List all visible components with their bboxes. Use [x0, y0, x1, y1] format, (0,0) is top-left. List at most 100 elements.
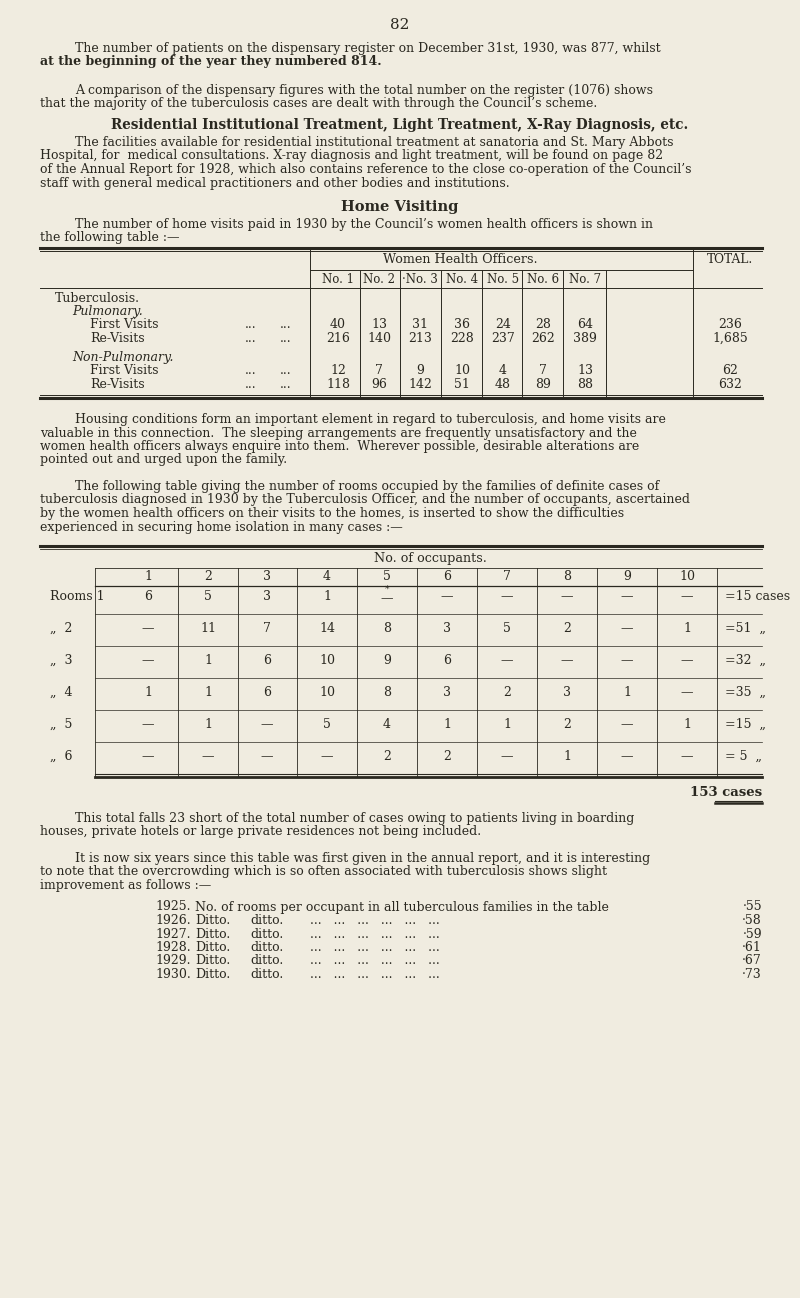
Text: —: —	[142, 750, 154, 763]
Text: 96: 96	[371, 378, 387, 391]
Text: —: —	[142, 718, 154, 731]
Text: 62: 62	[722, 363, 738, 376]
Text: —: —	[681, 750, 694, 763]
Text: —: —	[261, 750, 274, 763]
Text: 6: 6	[443, 570, 451, 583]
Text: 24: 24	[495, 318, 511, 331]
Text: „  4: „ 4	[50, 687, 73, 700]
Text: Home Visiting: Home Visiting	[342, 200, 458, 214]
Text: ditto.: ditto.	[250, 914, 283, 927]
Text: No. of occupants.: No. of occupants.	[374, 552, 486, 565]
Text: 1926.: 1926.	[155, 914, 190, 927]
Text: 2: 2	[204, 570, 212, 583]
Text: that the majority of the tuberculosis cases are dealt with through the Council’s: that the majority of the tuberculosis ca…	[40, 97, 598, 110]
Text: = 5  „: = 5 „	[725, 750, 762, 763]
Text: ditto.: ditto.	[250, 928, 283, 941]
Text: 2: 2	[563, 718, 571, 731]
Text: 262: 262	[531, 332, 555, 345]
Text: Non-Pulmonary.: Non-Pulmonary.	[72, 350, 174, 363]
Text: Ditto.: Ditto.	[195, 928, 230, 941]
Text: —: —	[681, 654, 694, 667]
Text: ...: ...	[280, 332, 292, 345]
Text: The number of patients on the dispensary register on December 31st, 1930, was 87: The number of patients on the dispensary…	[75, 42, 661, 55]
Text: —: —	[321, 750, 334, 763]
Text: —: —	[621, 750, 634, 763]
Text: ...: ...	[245, 363, 257, 376]
Text: women health officers always enquire into them.  Wherever possible, desirable al: women health officers always enquire int…	[40, 440, 639, 453]
Text: 118: 118	[326, 378, 350, 391]
Text: —: —	[381, 592, 394, 605]
Text: =51  „: =51 „	[725, 622, 766, 635]
Text: 8: 8	[383, 622, 391, 635]
Text: 236: 236	[718, 318, 742, 331]
Text: 1: 1	[204, 687, 212, 700]
Text: 2: 2	[503, 687, 511, 700]
Text: —: —	[501, 654, 514, 667]
Text: 10: 10	[454, 363, 470, 376]
Text: staff with general medical practitioners and other bodies and institutions.: staff with general medical practitioners…	[40, 177, 510, 190]
Text: ·61: ·61	[742, 941, 762, 954]
Text: at the beginning of the year they numbered 814.: at the beginning of the year they number…	[40, 56, 382, 69]
Text: ditto.: ditto.	[250, 968, 283, 981]
Text: 213: 213	[408, 332, 432, 345]
Text: ...   ...   ...   ...   ...   ...: ... ... ... ... ... ...	[310, 941, 440, 954]
Text: —: —	[261, 718, 274, 731]
Text: Rooms 1: Rooms 1	[50, 591, 105, 604]
Text: 3: 3	[443, 687, 451, 700]
Text: 6: 6	[263, 654, 271, 667]
Text: ·67: ·67	[742, 954, 762, 967]
Text: —: —	[621, 718, 634, 731]
Text: Housing conditions form an important element in regard to tuberculosis, and home: Housing conditions form an important ele…	[75, 413, 666, 426]
Text: 1: 1	[443, 718, 451, 731]
Text: 1929.: 1929.	[155, 954, 190, 967]
Text: Re-Visits: Re-Visits	[90, 378, 145, 391]
Text: A comparison of the dispensary figures with the total number on the register (10: A comparison of the dispensary figures w…	[75, 84, 653, 97]
Text: No. 6: No. 6	[527, 273, 559, 286]
Text: 31: 31	[412, 318, 428, 331]
Text: —: —	[561, 654, 574, 667]
Text: 2: 2	[383, 750, 391, 763]
Text: Ditto.: Ditto.	[195, 941, 230, 954]
Text: 3: 3	[443, 622, 451, 635]
Text: 1: 1	[503, 718, 511, 731]
Text: 1: 1	[623, 687, 631, 700]
Text: 5: 5	[204, 591, 212, 604]
Text: 1: 1	[144, 687, 152, 700]
Text: tuberculosis diagnosed in 1930 by the Tuberculosis Officer, and the number of oc: tuberculosis diagnosed in 1930 by the Tu…	[40, 493, 690, 506]
Text: No. of rooms per occupant in all tuberculous families in the table: No. of rooms per occupant in all tubercu…	[195, 901, 609, 914]
Text: No. 4: No. 4	[446, 273, 478, 286]
Text: Pulmonary.: Pulmonary.	[72, 305, 142, 318]
Text: 237: 237	[491, 332, 515, 345]
Text: 10: 10	[319, 687, 335, 700]
Text: 142: 142	[408, 378, 432, 391]
Text: ·73: ·73	[742, 968, 762, 981]
Text: 1: 1	[144, 570, 152, 583]
Text: 5: 5	[323, 718, 331, 731]
Text: 8: 8	[563, 570, 571, 583]
Text: 4: 4	[383, 718, 391, 731]
Text: 9: 9	[416, 363, 424, 376]
Text: —: —	[621, 654, 634, 667]
Text: ·No. 3: ·No. 3	[402, 273, 438, 286]
Text: 1: 1	[323, 591, 331, 604]
Text: 13: 13	[371, 318, 387, 331]
Text: —: —	[681, 591, 694, 604]
Text: Women Health Officers.: Women Health Officers.	[382, 253, 538, 266]
Text: First Visits: First Visits	[90, 318, 158, 331]
Text: 216: 216	[326, 332, 350, 345]
Text: No. 7: No. 7	[569, 273, 601, 286]
Text: 8: 8	[383, 687, 391, 700]
Text: 88: 88	[577, 378, 593, 391]
Text: 1928.: 1928.	[155, 941, 190, 954]
Text: —: —	[142, 654, 154, 667]
Text: 632: 632	[718, 378, 742, 391]
Text: valuable in this connection.  The sleeping arrangements are frequently unsatisfa: valuable in this connection. The sleepin…	[40, 427, 637, 440]
Text: „  6: „ 6	[50, 750, 73, 763]
Text: improvement as follows :—: improvement as follows :—	[40, 879, 211, 892]
Text: 9: 9	[383, 654, 391, 667]
Text: 1: 1	[204, 654, 212, 667]
Text: —: —	[202, 750, 214, 763]
Text: 9: 9	[623, 570, 631, 583]
Text: 14: 14	[319, 622, 335, 635]
Text: 48: 48	[495, 378, 511, 391]
